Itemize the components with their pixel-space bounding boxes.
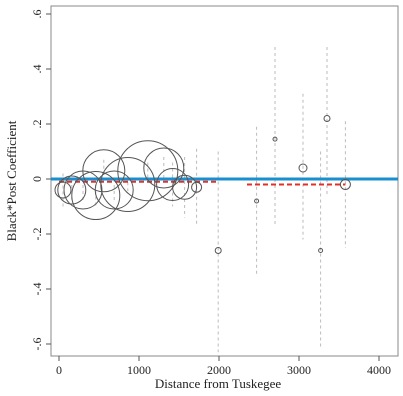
coefficient-marker-9 — [143, 147, 185, 189]
y-tick-label-1: -.4 — [30, 283, 44, 296]
coefficient-marker-2 — [57, 175, 87, 205]
coefficient-marker-15 — [272, 136, 278, 142]
coefficient-marker-19 — [339, 179, 351, 190]
y-tick-label-6: .6 — [30, 10, 44, 19]
coefficient-marker-5 — [82, 149, 126, 193]
x-axis: 0 1000 2000 3000 4000 — [56, 356, 391, 377]
y-tick-label-4: .2 — [30, 120, 44, 129]
x-tick-label-2000: 2000 — [207, 363, 231, 377]
x-tick-label-1000: 1000 — [127, 363, 151, 377]
coefficient-marker-8 — [117, 140, 179, 202]
coefficient-marker-6 — [94, 170, 134, 210]
x-tick-label-0: 0 — [56, 363, 62, 377]
y-tick-label-5: .4 — [30, 65, 44, 74]
x-tick-label-3000: 3000 — [287, 363, 311, 377]
coefficient-marker-18 — [323, 115, 331, 122]
coefficient-markers — [54, 115, 351, 254]
y-tick-label-2: -.2 — [30, 228, 44, 241]
coefficient-marker-4 — [71, 171, 121, 220]
plot-area-frame — [50, 5, 399, 357]
coefficient-marker-16 — [298, 163, 308, 173]
coefficient-marker-14 — [254, 198, 260, 204]
y-tick-label-0: -.6 — [30, 338, 44, 351]
y-axis: -.6 -.4 -.2 0 .2 .4 .6 — [30, 10, 51, 351]
coefficient-marker-17 — [318, 248, 324, 253]
coefficient-marker-10 — [156, 168, 190, 201]
coefficient-marker-13 — [214, 247, 222, 254]
x-tick-label-4000: 4000 — [367, 363, 391, 377]
y-axis-label: Black*Post Coefficient — [4, 120, 19, 241]
coefficient-marker-11 — [172, 174, 198, 200]
coefficient-marker-1 — [54, 181, 72, 199]
coefficient-marker-12 — [191, 181, 203, 193]
coefficient-marker-7 — [100, 157, 156, 212]
y-tick-label-3: 0 — [30, 176, 44, 182]
x-axis-label: Distance from Tuskegee — [155, 376, 282, 391]
